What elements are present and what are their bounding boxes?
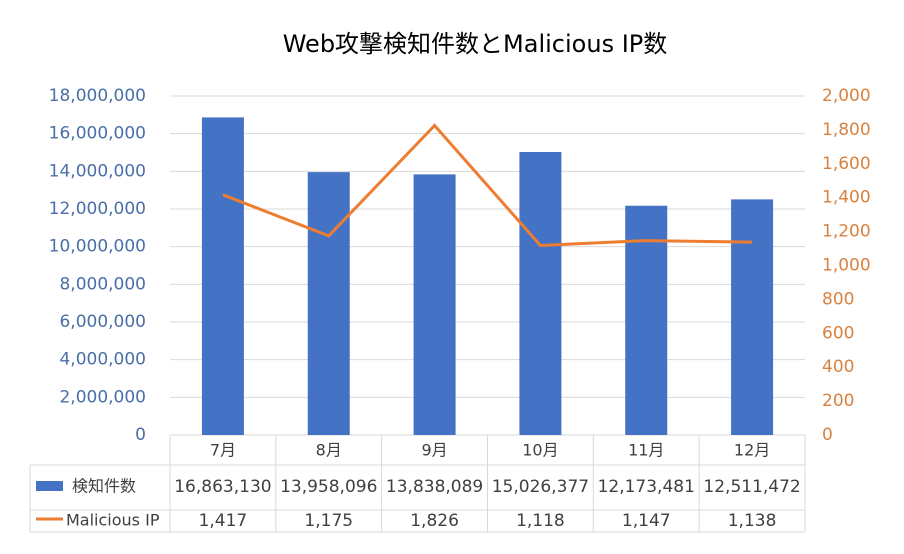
x-tick-label: 10月 (522, 441, 558, 460)
y2-tick-label: 1,200 (822, 222, 871, 242)
legend-label: 検知件数 (72, 477, 136, 496)
table-cell: 1,826 (410, 511, 459, 531)
y2-tick-label: 1,400 (822, 188, 871, 208)
y2-tick-label: 800 (822, 289, 854, 309)
chart-title: Web攻撃検知件数とMalicious IP数 (283, 30, 668, 58)
bar (201, 117, 244, 436)
bar (413, 174, 456, 435)
table-cell: 13,838,089 (386, 477, 483, 497)
x-tick-label: 11月 (628, 441, 664, 460)
y2-tick-label: 600 (822, 323, 854, 343)
y-tick-label: 16,000,000 (49, 124, 146, 144)
y-tick-label: 2,000,000 (59, 387, 146, 407)
y2-tick-label: 400 (822, 357, 854, 377)
y-tick-label: 12,000,000 (49, 199, 146, 219)
y-tick-label: 14,000,000 (49, 161, 146, 181)
table-cell: 15,026,377 (492, 477, 589, 497)
line (222, 123, 753, 248)
x-tick-label: 8月 (316, 441, 342, 460)
y2-tick-label: 1,800 (822, 120, 871, 140)
table-cell: 1,175 (304, 511, 353, 531)
y-tick-label: 6,000,000 (59, 312, 146, 332)
table-cell: 16,863,130 (174, 477, 271, 497)
y2-tick-label: 1,600 (822, 154, 871, 174)
table-cell: 1,147 (622, 511, 671, 531)
bar (731, 199, 774, 435)
legend-swatch (36, 481, 63, 491)
bar (519, 152, 562, 435)
table-cell: 1,417 (199, 511, 248, 531)
y2-tick-label: 2,000 (822, 86, 871, 106)
y2-tick-label: 200 (822, 391, 854, 411)
y2-tick-label: 1,000 (822, 256, 871, 276)
table-cell: 1,118 (516, 511, 565, 531)
table-cell: 1,138 (728, 511, 777, 531)
y-tick-label: 8,000,000 (59, 274, 146, 294)
table-cell: 13,958,096 (280, 477, 377, 497)
y-tick-label: 0 (135, 425, 146, 445)
y-tick-label: 10,000,000 (49, 237, 146, 257)
bar (307, 172, 350, 435)
y-tick-label: 4,000,000 (59, 350, 146, 370)
x-tick-label: 7月 (210, 441, 236, 460)
y-tick-label: 18,000,000 (49, 86, 146, 106)
x-tick-label: 12月 (734, 441, 770, 460)
legend-label: Malicious IP (66, 511, 160, 530)
x-tick-label: 9月 (421, 441, 447, 460)
bar (625, 205, 668, 435)
y2-tick-label: 0 (822, 425, 833, 445)
table-cell: 12,173,481 (598, 477, 695, 497)
table-cell: 12,511,472 (703, 477, 800, 497)
